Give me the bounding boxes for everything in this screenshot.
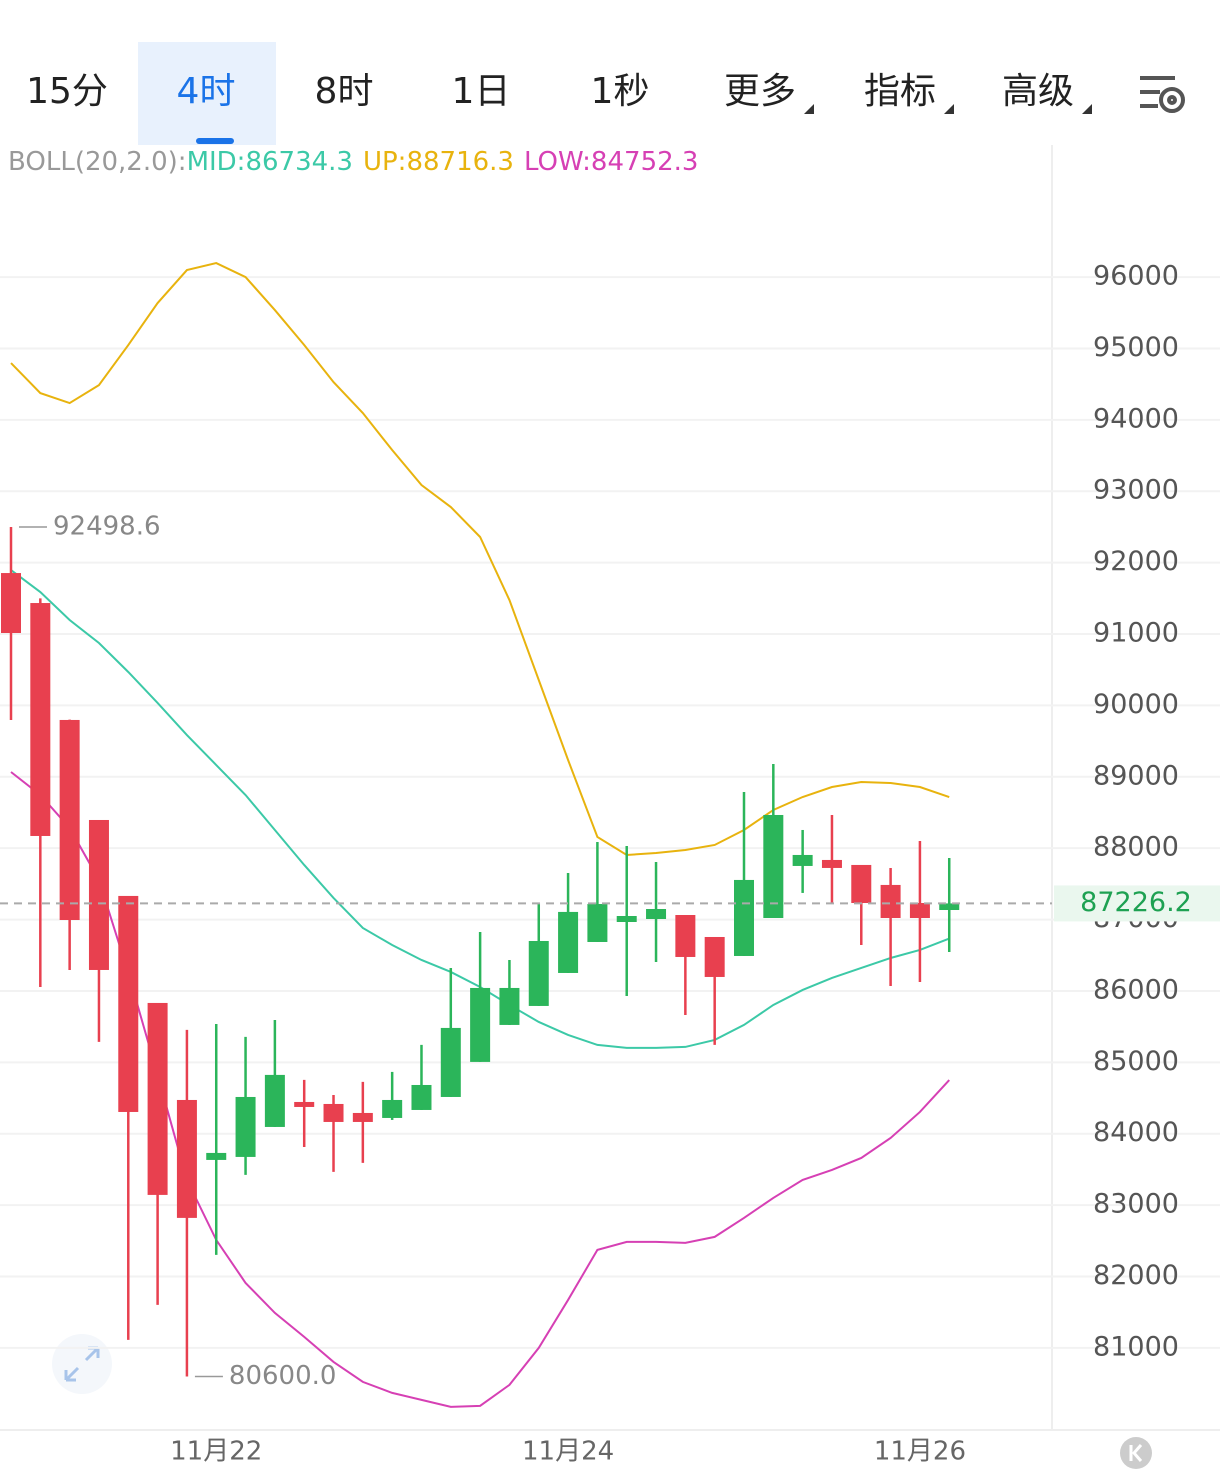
tab[interactable]: 8时 — [315, 71, 374, 112]
dropdown-arrow — [944, 104, 954, 114]
candle-body — [206, 1152, 227, 1160]
candle-body — [118, 895, 139, 1112]
candle-body — [792, 854, 813, 866]
candle-body — [851, 864, 872, 904]
dropdown-arrow — [804, 104, 814, 114]
candle-body — [323, 1103, 344, 1122]
x-tick-label: 11月26 — [874, 1437, 966, 1467]
x-tick-label: 11月24 — [522, 1437, 614, 1467]
y-tick-label: 93000 — [1093, 475, 1179, 506]
candle-body — [499, 987, 520, 1025]
candle-body — [88, 819, 109, 970]
annotation: 80600.0 — [229, 1361, 337, 1391]
candle-body — [558, 911, 579, 973]
candle-body — [470, 987, 491, 1062]
candle-body — [411, 1084, 432, 1110]
y-tick-label: 82000 — [1093, 1260, 1179, 1291]
back-to-latest-icon[interactable] — [1120, 1437, 1152, 1469]
legend: BOLL(20,2.0):MID:86734.3 UP:88716.3 LOW:84… — [8, 147, 698, 177]
y-tick-label: 86000 — [1093, 974, 1179, 1005]
candle-body — [821, 859, 842, 868]
y-tick-label: 94000 — [1093, 403, 1179, 434]
y-tick-label: 90000 — [1093, 689, 1179, 720]
legend-entry: UP:88716.3 — [363, 147, 514, 177]
last-price-label: 87226.2 — [1080, 887, 1192, 918]
candle-body — [734, 879, 754, 956]
candle-body — [352, 1112, 373, 1122]
tab[interactable]: 4时 — [177, 71, 236, 112]
y-tick-label: 95000 — [1093, 332, 1179, 363]
y-tick-label: 81000 — [1093, 1331, 1179, 1362]
active-tab-bg — [138, 42, 276, 145]
candle-body — [147, 1002, 168, 1195]
indicator-label: BOLL(20,2.0): — [8, 147, 187, 177]
candle-body — [264, 1074, 285, 1127]
y-tick-label: 84000 — [1093, 1117, 1179, 1148]
y-tick-label: 83000 — [1093, 1189, 1179, 1220]
expand-icon[interactable] — [52, 1334, 112, 1394]
candle-body — [59, 719, 80, 920]
candle-body — [939, 903, 960, 911]
tab[interactable]: 15分 — [26, 71, 108, 112]
settings-icon[interactable] — [1140, 76, 1185, 113]
candle-body — [909, 903, 930, 918]
tab[interactable]: 指标 — [864, 71, 936, 112]
candle-body — [763, 814, 784, 918]
candle-body — [528, 940, 549, 1006]
active-tab-indicator — [196, 138, 234, 144]
legend-entry: MID:86734.3 — [187, 147, 353, 177]
y-tick-label: 85000 — [1093, 1046, 1179, 1077]
candle-body — [382, 1099, 403, 1118]
tab[interactable]: 高级 — [1002, 71, 1074, 112]
candle-body — [30, 603, 51, 836]
candle-body — [440, 1027, 461, 1097]
annotation: 92498.6 — [53, 512, 161, 542]
tab[interactable]: 更多 — [724, 71, 796, 112]
tab[interactable]: 1日 — [452, 71, 511, 112]
candle-body — [646, 909, 667, 919]
boll-line — [10, 262, 950, 856]
candle-body — [1, 573, 21, 634]
x-tick-label: 11月22 — [170, 1437, 262, 1467]
candle-body — [587, 904, 608, 942]
legend-entry: LOW:84752.3 — [524, 147, 698, 177]
candle-body — [880, 884, 901, 918]
y-tick-label: 88000 — [1093, 832, 1179, 863]
candle-body — [235, 1096, 256, 1157]
y-tick-label: 96000 — [1093, 261, 1179, 292]
candle-body — [616, 916, 637, 922]
tab[interactable]: 1秒 — [591, 71, 650, 112]
candle-body — [675, 915, 696, 957]
candle-body — [294, 1101, 315, 1107]
y-tick-label: 92000 — [1093, 546, 1179, 577]
dropdown-arrow — [1082, 104, 1092, 114]
candle-body — [176, 1099, 197, 1218]
last-price-bg — [1054, 885, 1220, 922]
candle-body — [704, 936, 725, 977]
y-tick-label: 89000 — [1093, 760, 1179, 791]
y-tick-label: 91000 — [1093, 618, 1179, 649]
